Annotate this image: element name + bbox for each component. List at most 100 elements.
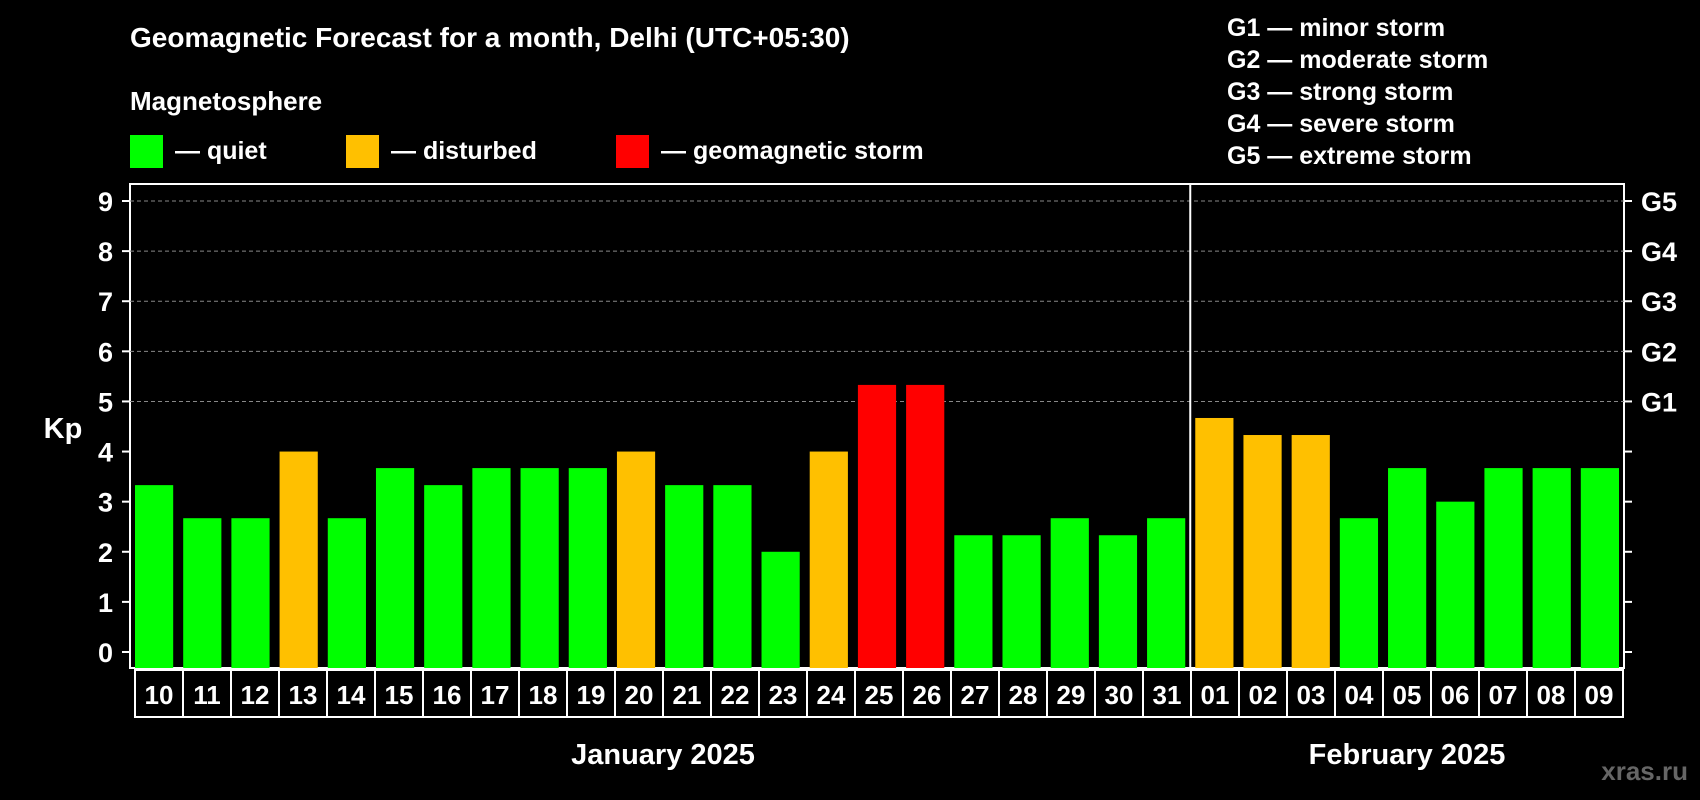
y-tick-label: 1 (98, 588, 113, 618)
legend-item-storm: — geomagnetic storm (616, 134, 924, 168)
x-tick-label-25: 25 (865, 680, 894, 710)
bar-17 (472, 468, 511, 668)
x-tick-label-26: 26 (913, 680, 942, 710)
x-tick-label-11: 11 (193, 680, 221, 710)
x-tick-label-16: 16 (433, 680, 462, 710)
x-tick-label-21: 21 (673, 680, 702, 710)
storm-level-g5: G5 — extreme storm (1227, 142, 1472, 170)
y-tick-label: 4 (98, 438, 113, 468)
watermark: xras.ru (1601, 756, 1688, 786)
y-tick-label: 7 (98, 287, 113, 317)
storm-level-g1: G1 — minor storm (1227, 14, 1446, 42)
bar-08 (1532, 468, 1571, 668)
x-tick-label-20: 20 (625, 680, 654, 710)
bar-20 (616, 451, 656, 668)
bar-04 (1339, 518, 1379, 668)
bar-26 (906, 384, 945, 668)
bar-01 (1195, 417, 1234, 668)
y-tick-label: 5 (98, 387, 113, 417)
bar-18 (520, 468, 559, 668)
x-tick-label-23: 23 (769, 680, 798, 710)
legend-item-quiet: — quiet (130, 134, 267, 168)
bar-07 (1484, 468, 1523, 668)
bar-23 (761, 551, 800, 668)
x-tick-label-18: 18 (529, 680, 558, 710)
bar-27 (954, 535, 993, 668)
x-tick-label-28: 28 (1009, 680, 1038, 710)
bar-09 (1580, 468, 1619, 668)
bar-19 (568, 468, 607, 668)
legend-swatch-quiet (130, 134, 163, 168)
x-tick-label-15: 15 (385, 680, 414, 710)
storm-level-g4: G4 — severe storm (1227, 110, 1455, 138)
legend-item-disturbed: — disturbed (346, 134, 537, 168)
y-tick-label: 8 (98, 237, 113, 267)
x-tick-label-22: 22 (721, 680, 750, 710)
g-scale-label-g1: G1 (1641, 387, 1677, 417)
x-tick-label-14: 14 (337, 680, 366, 710)
g-scale-label-g3: G3 (1641, 287, 1677, 317)
x-tick-label-17: 17 (481, 680, 510, 710)
bar-15 (375, 468, 415, 668)
chart-title: Geomagnetic Forecast for a month, Delhi … (130, 22, 850, 53)
y-tick-label: 2 (98, 538, 113, 568)
y-axis-label: Kp (44, 413, 83, 445)
x-tick-label-13: 13 (289, 680, 318, 710)
storm-level-g2: G2 — moderate storm (1227, 46, 1489, 74)
x-tick-label-12: 12 (241, 680, 270, 710)
y-tick-label: 9 (98, 187, 113, 217)
bar-13 (279, 451, 318, 668)
bar-29 (1050, 518, 1089, 668)
g-scale-label-g2: G2 (1641, 337, 1677, 367)
legend-label-quiet: — quiet (175, 136, 267, 165)
x-tick-label-04: 04 (1345, 680, 1374, 710)
x-tick-label-10: 10 (145, 680, 174, 710)
x-tick-label-01: 01 (1201, 680, 1230, 710)
legend-label-storm: — geomagnetic storm (661, 136, 924, 165)
month-label-0: January 2025 (571, 739, 755, 771)
x-tick-label-05: 05 (1393, 680, 1422, 710)
bar-31 (1147, 518, 1186, 668)
storm-level-legend: G1 — minor storm G2 — moderate storm G3 … (1227, 12, 1488, 172)
x-tick-label-03: 03 (1297, 680, 1326, 710)
bar-16 (424, 485, 463, 668)
x-tick-label-07: 07 (1489, 680, 1518, 710)
legend-swatch-storm (616, 134, 649, 168)
x-tick-label-24: 24 (817, 680, 846, 710)
x-tick-label-19: 19 (577, 680, 606, 710)
storm-level-g3: G3 — strong storm (1227, 78, 1454, 106)
bar-25 (857, 384, 897, 668)
bar-06 (1436, 501, 1475, 668)
month-label-1: February 2025 (1309, 739, 1506, 771)
x-tick-label-29: 29 (1057, 680, 1086, 710)
x-tick-label-06: 06 (1441, 680, 1470, 710)
bar-22 (713, 485, 752, 668)
bar-11 (183, 518, 222, 668)
y-tick-label: 3 (98, 488, 113, 518)
x-tick-label-08: 08 (1537, 680, 1566, 710)
date-axis-frame (134, 669, 1624, 718)
y-tick-label: 0 (98, 638, 113, 668)
bar-14 (327, 518, 366, 668)
x-tick-label-02: 02 (1249, 680, 1278, 710)
y-tick-label: 6 (98, 337, 113, 367)
x-tick-label-30: 30 (1105, 680, 1134, 710)
bar-28 (1002, 535, 1041, 668)
bar-21 (665, 485, 704, 668)
bar-30 (1098, 535, 1138, 668)
g-scale-label-g4: G4 (1641, 237, 1677, 267)
bar-24 (809, 451, 848, 668)
bar-10 (135, 485, 174, 668)
x-tick-label-09: 09 (1585, 680, 1614, 710)
x-tick-label-27: 27 (961, 680, 990, 710)
legend-label-disturbed: — disturbed (391, 136, 537, 165)
x-tick-label-31: 31 (1153, 680, 1182, 710)
g-scale-label-g5: G5 (1641, 187, 1677, 217)
bar-02 (1243, 435, 1282, 668)
bar-03 (1291, 435, 1330, 668)
bar-05 (1388, 468, 1427, 668)
bar-12 (231, 518, 270, 668)
legend-swatch-disturbed (346, 134, 379, 168)
legend-title: Magnetosphere (130, 86, 323, 116)
